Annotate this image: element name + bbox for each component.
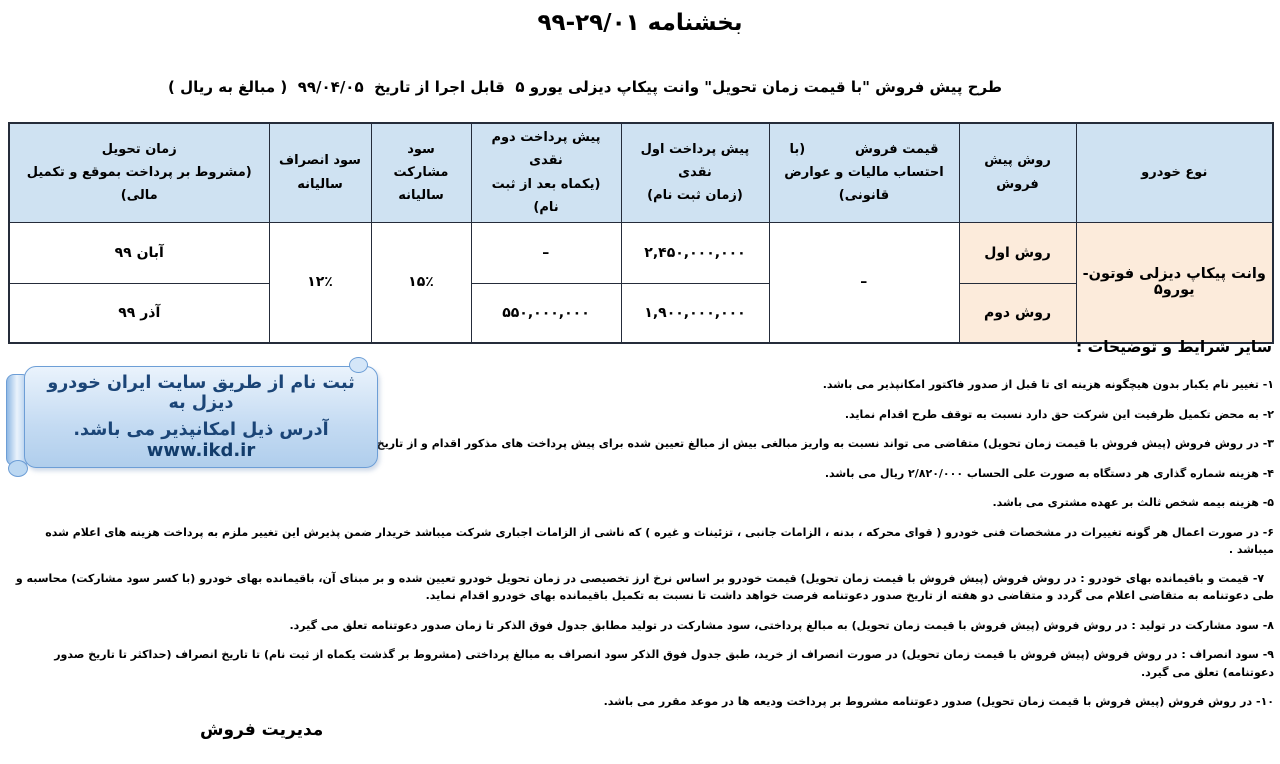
cell-delivery-row2: آذر ۹۹ xyxy=(8,282,270,344)
cell-vehicle-name: وانت پیکاپ دیزلی فوتون- یورو۵ xyxy=(1075,221,1274,344)
banner-line1: ثبت نام از طریق سایت ایران خودرو دیزل به xyxy=(47,373,355,413)
currency-note: ( مبالغ به ریال ) xyxy=(168,78,288,96)
col-header-prepay1: پیش پرداخت اول نقدی (زمان ثبت نام) xyxy=(620,122,770,223)
condition-item: ۲- به محض تکمیل ظرفیت این شرکت حق دارد ن… xyxy=(844,407,1274,421)
scroll-bottom-curl xyxy=(8,460,28,477)
col-header-method: روش پیش فروش xyxy=(958,122,1077,223)
condition-item: ۶- در صورت اعمال هر گونه تغییرات در مشخص… xyxy=(45,525,1274,556)
registration-scroll-banner: ثبت نام از طریق سایت ایران خودرو دیزل به… xyxy=(6,357,380,480)
condition-item: ۱- تغییر نام یکبار بدون هیچگونه هزینه ای… xyxy=(822,378,1274,391)
table-row: وانت پیکاپ دیزلی فوتون- یورو۵ روش اول – … xyxy=(8,221,1274,344)
col-header-delivery: زمان تحویل (مشروط بر پرداخت بموقع و تکمی… xyxy=(8,122,270,223)
condition-item: ۷- قیمت و باقیمانده بهای خودرو : در روش … xyxy=(15,572,1274,603)
cell-prepay2-row2: ۵۵۰,۰۰۰,۰۰۰ xyxy=(470,282,622,344)
condition-item: ۱۰- در روش فروش (پیش فروش با قیمت زمان ت… xyxy=(603,695,1274,709)
banner-body: ثبت نام از طریق سایت ایران خودرو دیزل به… xyxy=(24,366,378,468)
cell-cancellation-rate: ۱۲٪ xyxy=(268,221,372,344)
cell-prepay2-row1: – xyxy=(470,221,622,284)
condition-item: ۹- سود انصراف : در روش فروش (پیش فروش با… xyxy=(54,648,1274,679)
cell-participation-rate: ۱۵٪ xyxy=(370,221,472,344)
ikd-website-link[interactable]: www.ikd.ir xyxy=(146,440,256,461)
effective-date-value: ۹۹/۰۴/۰۵ xyxy=(297,78,364,96)
cell-method-2: روش دوم xyxy=(958,282,1077,344)
page-title: بخشنامه ۲۹/۰۱-۹۹ xyxy=(537,10,743,36)
conditions-list: ۱- تغییر نام یکبار بدون هیچگونه هزینه ای… xyxy=(6,376,1274,723)
cell-delivery-row1: آبان ۹۹ xyxy=(8,221,270,284)
col-header-cancellation-profit: سود انصراف سالیانه xyxy=(268,122,372,223)
condition-item: ۴- هزینه شماره گذاری هر دستگاه به صورت ع… xyxy=(824,466,1274,480)
col-header-participation-profit: سود مشارکت سالیانه xyxy=(370,122,472,223)
conditions-heading: سایر شرایط و توضیحات : xyxy=(1076,338,1272,356)
cell-prepay1-row2: ۱,۹۰۰,۰۰۰,۰۰۰ xyxy=(620,282,770,344)
scroll-top-curl xyxy=(349,357,368,373)
table-row: روش دوم ۱,۹۰۰,۰۰۰,۰۰۰ ۵۵۰,۰۰۰,۰۰۰ آذر ۹۹ xyxy=(8,282,1273,344)
banner-line2: آدرس ذیل امکانپذیر می باشد. www.ikd.ir xyxy=(73,420,329,461)
col-header-vehicle: نوع خودرو xyxy=(1075,122,1274,223)
col-header-prepay2: پیش پرداخت دوم نقدی (یکماه بعد از ثبت نا… xyxy=(470,122,622,223)
condition-item: ۵- هزینه بیمه شخص ثالث بر عهده مشتری می … xyxy=(992,496,1274,510)
condition-item: ۸- سود مشارکت در تولید : در روش فروش (پی… xyxy=(289,618,1274,632)
col-header-price: قیمت فروش (با احتساب مالیات و عوارض قانو… xyxy=(768,122,960,223)
cell-prepay1-row1: ۲,۴۵۰,۰۰۰,۰۰۰ xyxy=(620,221,770,284)
plan-name: طرح پیش فروش "با قیمت زمان تحویل" وانت پ… xyxy=(515,78,1002,96)
subtitle-row: طرح پیش فروش "با قیمت زمان تحویل" وانت پ… xyxy=(168,78,1002,96)
cell-method-1: روش اول xyxy=(958,221,1077,284)
effective-date-label: قابل اجرا از تاریخ xyxy=(374,78,505,96)
sales-management-signature: مدیریت فروش xyxy=(200,720,324,740)
presale-pricing-table: نوع خودرو روش پیش فروش قیمت فروش (با احت… xyxy=(8,122,1274,345)
cell-sale-price: – xyxy=(768,221,960,344)
